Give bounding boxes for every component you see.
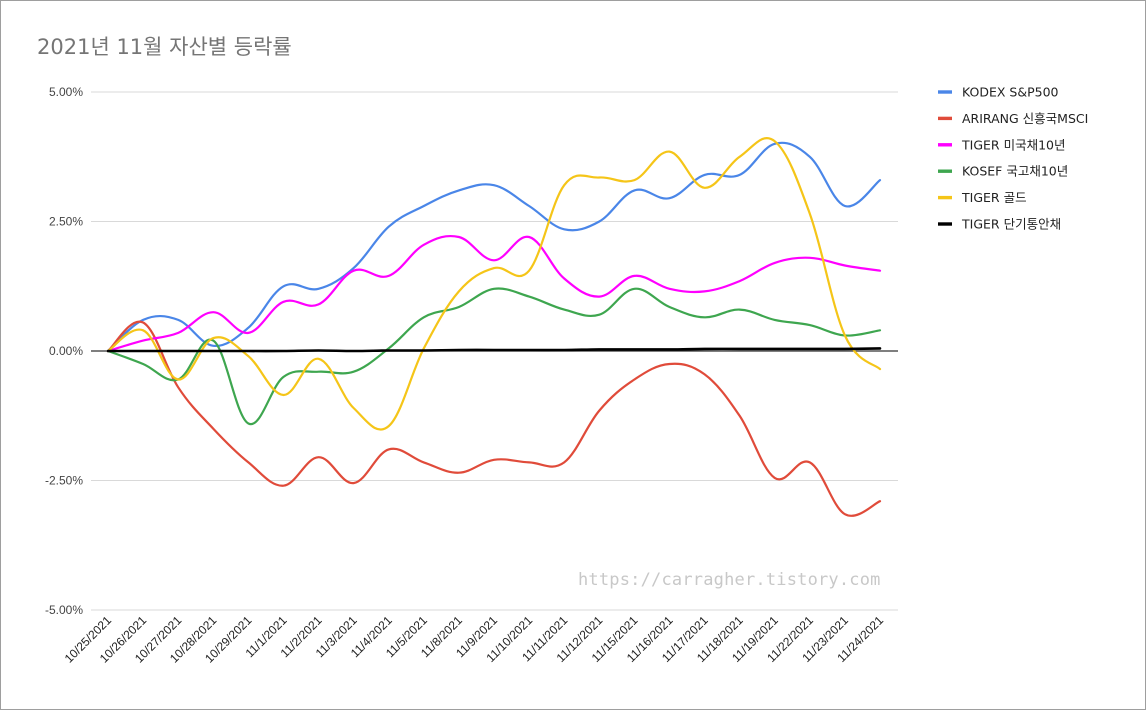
chart-title: 2021년 11월 자산별 등락률 [37,35,292,59]
legend-label: KODEX S&P500 [962,85,1059,100]
series-line-4 [106,287,882,426]
y-tick-label: 2.50% [49,215,83,229]
series-line-2 [106,320,882,517]
series-line-1 [106,141,882,353]
legend-label: TIGER 골드 [961,190,1027,205]
legend-label: TIGER 미국채10년 [961,137,1065,152]
series-line-3 [106,234,882,353]
y-tick-label: -2.50% [45,474,83,488]
y-tick-label: 0.00% [49,344,83,358]
series-line-5 [106,137,882,431]
watermark: https://carragher.tistory.com [578,570,881,590]
y-tick-label: 5.00% [49,85,83,99]
y-tick-label: -5.00% [45,603,83,617]
series-line-6 [106,347,882,353]
legend-label: TIGER 단기통안채 [961,217,1061,232]
legend-label: KOSEF 국고채10년 [962,164,1068,179]
legend-label: ARIRANG 신흥국MSCI [962,111,1088,126]
